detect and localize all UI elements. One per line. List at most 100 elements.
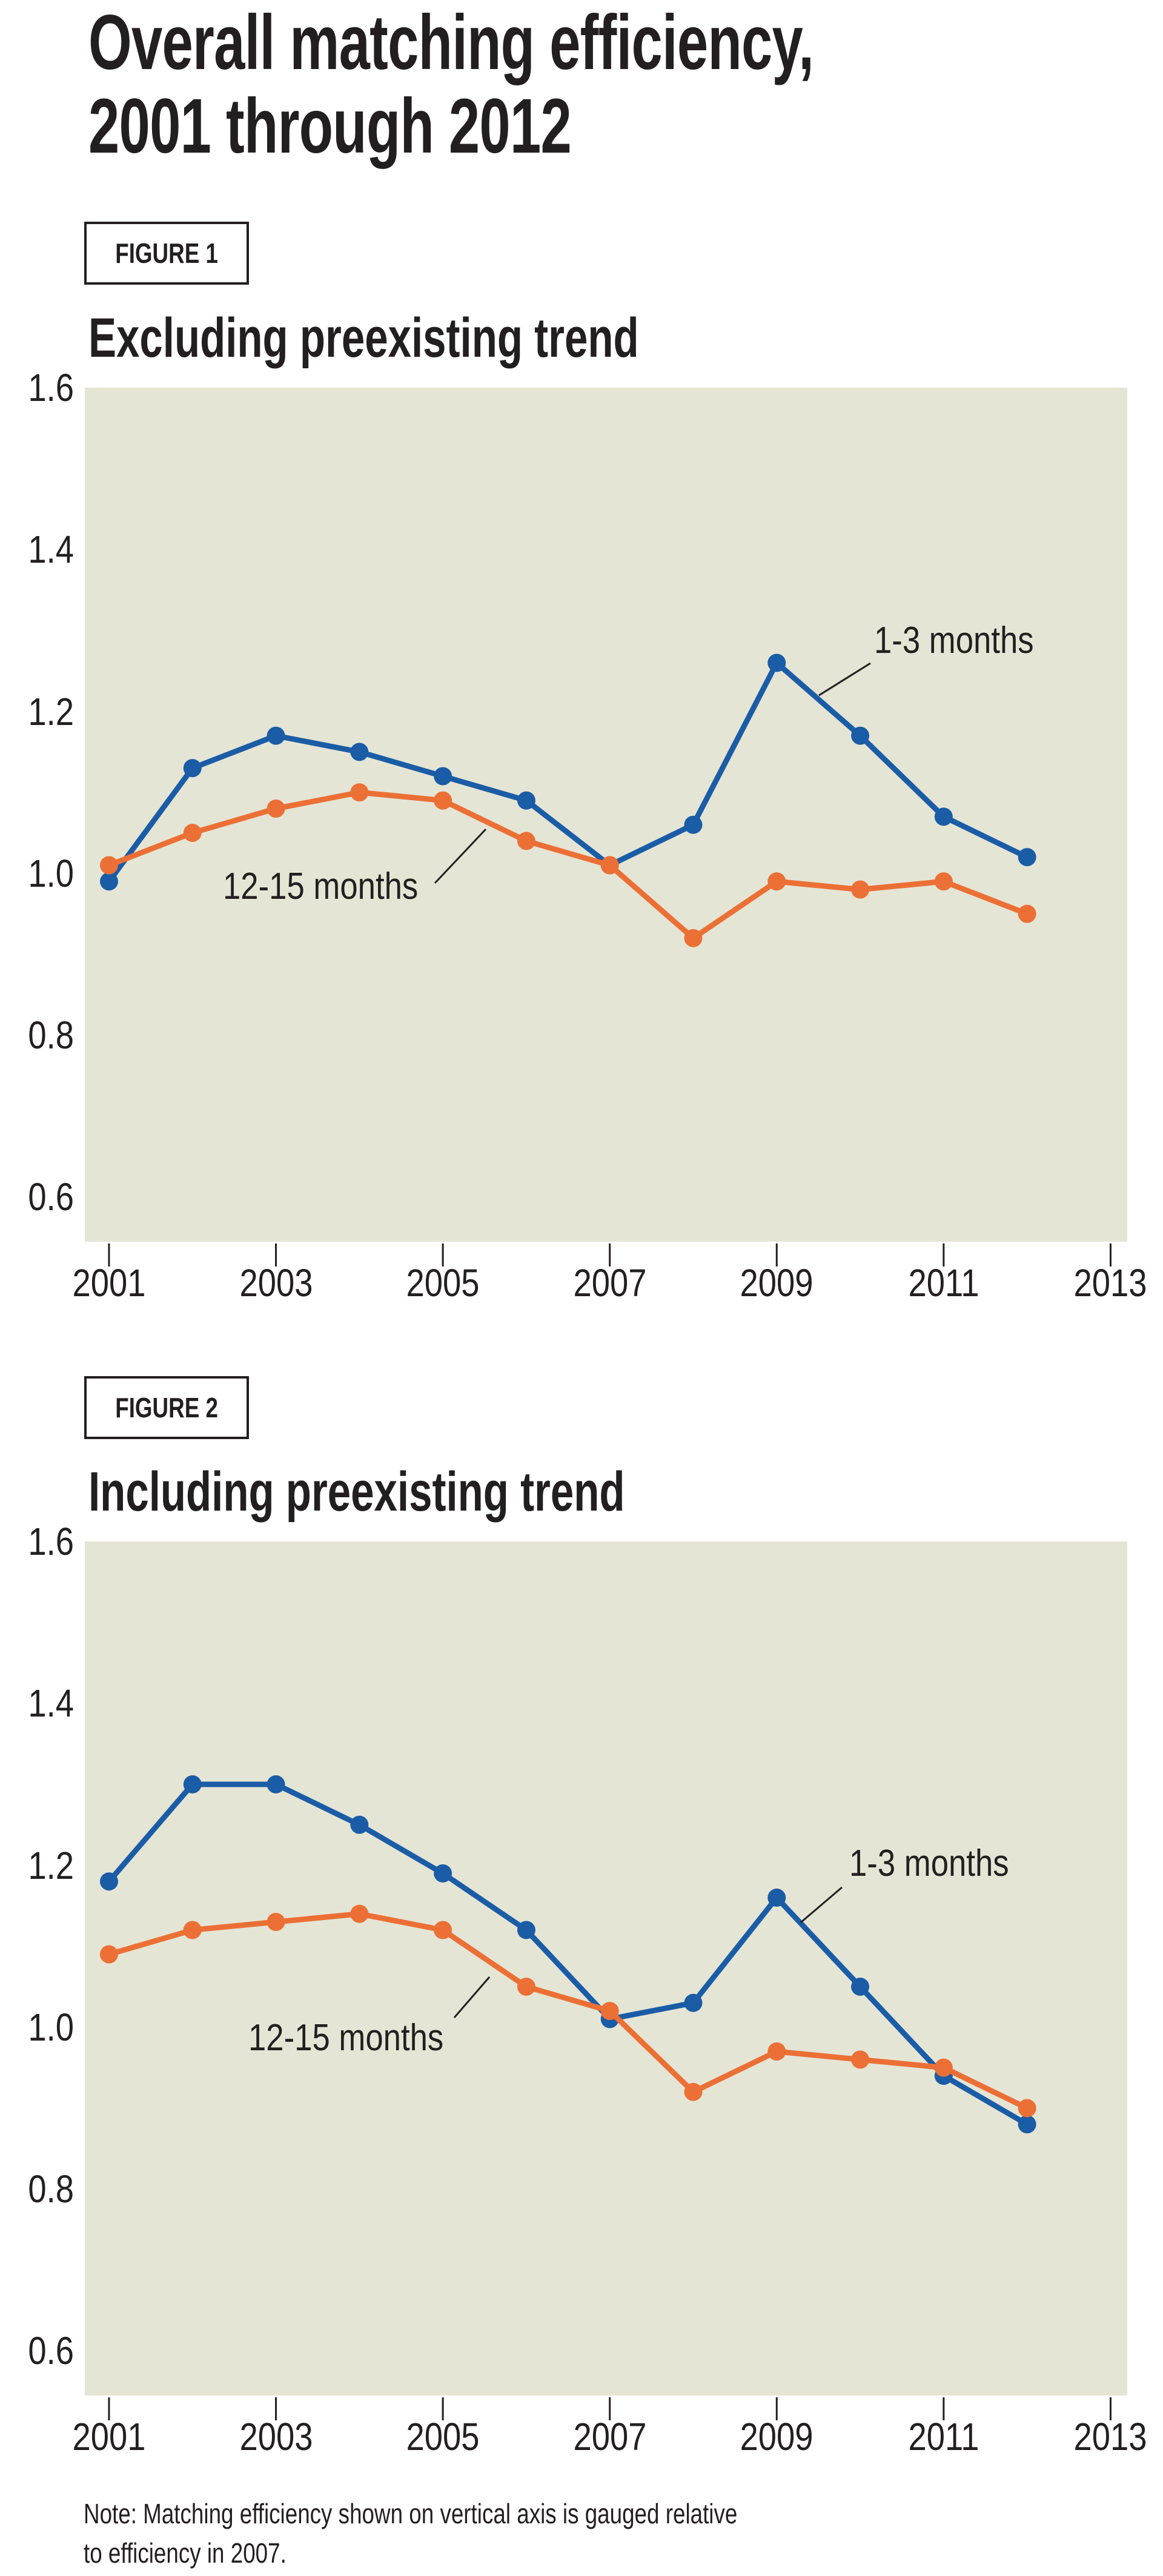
- y-tick-label-1.0: 1.0: [28, 851, 74, 895]
- y-tick-label-1.0: 1.0: [28, 2005, 74, 2049]
- figure-1-badge-label: FIGURE 1: [115, 237, 218, 269]
- figure-2-badge-label: FIGURE 2: [115, 1392, 218, 1423]
- x-tick-label-2009: 2009: [740, 2415, 813, 2458]
- series-annotation-label-1-3-months: 1-3 months: [874, 620, 1034, 661]
- data-point-1-3-months-2009: [767, 1889, 786, 1907]
- data-point-1-3-months-2012: [1018, 2115, 1036, 2134]
- annotation-pointer-line: [434, 828, 487, 884]
- footnote-line-1: Note: Matching efficiency shown on verti…: [84, 2498, 738, 2529]
- data-point-12-15-months-2010: [851, 2050, 870, 2069]
- y-tick-label-0.6: 0.6: [28, 1175, 74, 1219]
- x-tick-label-2003: 2003: [239, 2415, 313, 2458]
- data-point-12-15-months-2009: [767, 872, 786, 891]
- data-point-12-15-months-2006: [517, 1978, 535, 1996]
- data-point-12-15-months-2011: [934, 872, 953, 891]
- footnote: Note: Matching efficiency shown on verti…: [84, 2494, 901, 2573]
- figure-1-chart: 1.6 1.4 1.2 1.0 0.8 0.6 2001 2003 2005 2007 2009 20…: [28, 368, 1147, 1302]
- series-annotation-label-12-15-months: 12-15 months: [223, 866, 419, 907]
- y-tick-label-1.4: 1.4: [28, 1681, 74, 1726]
- x-tick-label-2001: 2001: [72, 2415, 146, 2458]
- page-title: Overall matching efficiency, 2001 throug…: [88, 1, 1096, 168]
- data-point-1-3-months-2010: [851, 726, 870, 745]
- data-point-1-3-months-2001: [99, 872, 118, 891]
- data-point-1-3-months-2001: [99, 1872, 118, 1891]
- data-point-1-3-months-2005: [434, 767, 452, 786]
- x-tick-label-2001: 2001: [72, 1261, 146, 1305]
- series-annotation-label-1-3-months: 1-3 months: [849, 1843, 1009, 1884]
- page-title-line-1: Overall matching efficiency,: [88, 0, 814, 86]
- figure-2-subtitle: Including preexisting trend: [88, 1464, 804, 1520]
- data-point-1-3-months-2003: [267, 726, 285, 745]
- data-point-12-15-months-2007: [600, 856, 619, 875]
- plot-background: [85, 1541, 1127, 2396]
- annotation-pointer-line: [800, 1886, 843, 1924]
- x-tick-label-2011: 2011: [908, 1261, 979, 1305]
- y-tick-label-1.2: 1.2: [28, 689, 74, 733]
- data-point-1-3-months-2006: [517, 791, 535, 810]
- data-point-12-15-months-2008: [684, 2082, 703, 2101]
- annotation-pointer-line: [818, 662, 871, 697]
- data-point-12-15-months-2001: [99, 856, 118, 875]
- figure-2-subtitle-text: Including preexisting trend: [88, 1461, 625, 1523]
- x-tick-label-2005: 2005: [406, 2415, 480, 2458]
- data-point-1-3-months-2003: [267, 1775, 285, 1793]
- data-point-1-3-months-2004: [350, 1815, 369, 1834]
- data-point-1-3-months-2008: [684, 815, 703, 834]
- figure-1-subtitle: Excluding preexisting trend: [88, 310, 823, 366]
- data-point-12-15-months-2002: [183, 1921, 202, 1939]
- series-line-1-3-months: [106, 1781, 1030, 2127]
- data-point-12-15-months-2010: [851, 880, 870, 899]
- data-point-12-15-months-2007: [600, 2002, 619, 2021]
- chart-canvas: [85, 388, 1127, 1266]
- chart-canvas: [85, 1541, 1127, 2420]
- data-point-1-3-months-2006: [517, 1921, 535, 1939]
- data-point-12-15-months-2009: [767, 2042, 786, 2061]
- y-tick-label-0.8: 0.8: [28, 2167, 74, 2211]
- x-tick-label-2003: 2003: [239, 1261, 313, 1305]
- data-point-1-3-months-2012: [1018, 848, 1036, 867]
- data-point-12-15-months-2012: [1018, 904, 1036, 923]
- data-point-1-3-months-2002: [183, 759, 202, 778]
- data-point-12-15-months-2011: [934, 2058, 953, 2077]
- plot-background: [85, 388, 1127, 1242]
- annotation-pointer-line: [453, 1976, 491, 2018]
- page-title-line-2: 2001 through 2012: [88, 83, 572, 170]
- data-point-12-15-months-2006: [517, 832, 535, 850]
- data-point-12-15-months-2001: [99, 1945, 118, 1964]
- figure-2-badge: FIGURE 2: [84, 1376, 249, 1439]
- data-point-12-15-months-2003: [267, 799, 285, 818]
- figure-1-subtitle-text: Excluding preexisting trend: [88, 307, 639, 369]
- x-tick-label-2009: 2009: [740, 1261, 813, 1305]
- data-point-12-15-months-2004: [350, 783, 369, 802]
- series-line-1-3-months: [106, 660, 1030, 884]
- y-tick-label-1.4: 1.4: [28, 528, 74, 572]
- y-tick-label-0.8: 0.8: [28, 1013, 74, 1058]
- data-point-1-3-months-2011: [934, 807, 953, 826]
- x-tick-label-2011: 2011: [908, 2415, 979, 2458]
- data-point-1-3-months-2005: [434, 1864, 452, 1882]
- data-point-12-15-months-2005: [434, 1921, 452, 1939]
- x-tick-label-2007: 2007: [573, 2415, 647, 2458]
- x-tick-label-2005: 2005: [406, 1261, 480, 1305]
- x-tick-label-2007: 2007: [573, 1261, 647, 1305]
- y-tick-label-1.6: 1.6: [28, 366, 74, 409]
- y-tick-label-0.6: 0.6: [28, 2329, 74, 2373]
- data-point-12-15-months-2012: [1018, 2099, 1036, 2117]
- data-point-1-3-months-2002: [183, 1775, 202, 1793]
- data-point-12-15-months-2002: [183, 824, 202, 843]
- data-point-12-15-months-2005: [434, 791, 452, 810]
- data-point-12-15-months-2008: [684, 929, 703, 947]
- data-point-1-3-months-2009: [767, 654, 786, 672]
- figure-2-chart: 1.6 1.4 1.2 1.0 0.8 0.6 2001 2003 2005 2007 2009 20…: [28, 1522, 1147, 2456]
- series-annotation-label-12-15-months: 12-15 months: [248, 2017, 444, 2059]
- data-point-1-3-months-2008: [684, 1993, 703, 2012]
- data-point-1-3-months-2004: [350, 743, 369, 761]
- y-tick-label-1.6: 1.6: [28, 1520, 74, 1563]
- figure-1-badge: FIGURE 1: [84, 222, 249, 285]
- y-tick-label-1.2: 1.2: [28, 1843, 74, 1887]
- x-tick-label-2013: 2013: [1073, 1261, 1147, 1305]
- data-point-1-3-months-2010: [851, 1978, 870, 1996]
- series-line-12-15-months: [106, 789, 1030, 941]
- x-tick-label-2013: 2013: [1073, 2415, 1147, 2458]
